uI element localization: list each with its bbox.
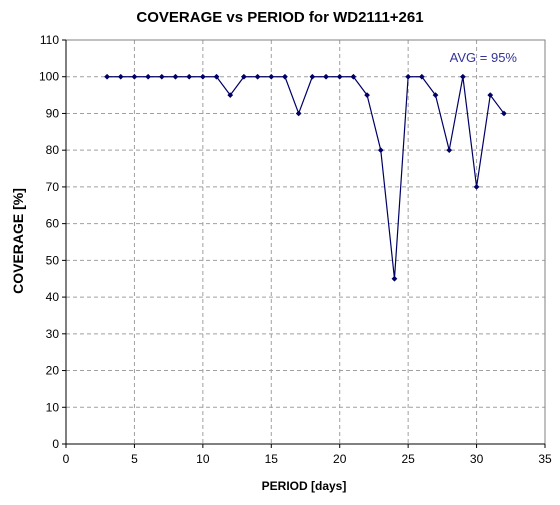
data-point	[323, 73, 329, 80]
data-point	[446, 147, 453, 154]
data-point	[213, 73, 220, 80]
x-tick-label: 30	[470, 452, 484, 466]
data-point	[405, 73, 412, 80]
data-point	[282, 73, 288, 80]
data-point	[459, 73, 466, 80]
data-point	[117, 73, 124, 80]
data-point	[487, 92, 494, 99]
data-point	[199, 73, 206, 80]
data-point	[418, 73, 425, 80]
y-tick-label: 70	[46, 180, 60, 194]
data-point	[364, 92, 371, 99]
y-tick-label: 100	[39, 70, 59, 84]
data-point	[254, 73, 261, 80]
y-tick-label: 90	[46, 106, 60, 120]
axes	[62, 39, 546, 448]
tick-labels: 0 10 20 30 40 50 60 70 80 90 100 110 0 5 10 15 20 25 30 35	[39, 33, 552, 466]
data-point	[227, 92, 234, 99]
data-point	[336, 73, 343, 80]
y-axis-title: COVERAGE [%]	[10, 188, 26, 294]
data-point	[186, 73, 193, 80]
x-tick-label: 10	[196, 452, 210, 466]
data-point	[268, 73, 275, 80]
x-axis-title: PERIOD [days]	[262, 479, 347, 493]
data-point	[131, 73, 138, 80]
x-tick-label: 0	[63, 452, 70, 466]
data-point	[158, 73, 165, 80]
y-tick-label: 80	[46, 143, 60, 157]
avg-annotation: AVG = 95%	[450, 50, 518, 65]
data-point	[473, 183, 480, 190]
y-tick-label: 110	[40, 33, 59, 47]
data-point	[432, 92, 439, 99]
data-point	[377, 147, 384, 154]
x-tick-label: 25	[401, 452, 415, 466]
series	[104, 73, 507, 282]
data-point	[240, 73, 247, 80]
x-tick-label: 35	[538, 452, 552, 466]
x-tick-label: 5	[131, 452, 138, 466]
data-point	[172, 73, 179, 80]
data-point	[145, 73, 152, 80]
data-point	[391, 275, 398, 282]
y-tick-label: 60	[46, 217, 60, 231]
data-point	[500, 110, 507, 117]
y-tick-label: 30	[46, 327, 60, 341]
chart-title: COVERAGE vs PERIOD for WD2111+261	[136, 9, 423, 26]
y-tick-label: 50	[46, 253, 60, 267]
y-tick-label: 0	[52, 437, 59, 451]
data-point	[350, 73, 357, 80]
y-tick-label: 20	[46, 364, 60, 378]
data-point	[104, 73, 111, 80]
x-tick-label: 15	[265, 452, 279, 466]
y-tick-label: 10	[46, 400, 60, 414]
data-point	[309, 73, 316, 80]
x-tick-label: 20	[333, 452, 347, 466]
y-tick-label: 40	[46, 290, 60, 304]
data-point	[295, 110, 302, 117]
